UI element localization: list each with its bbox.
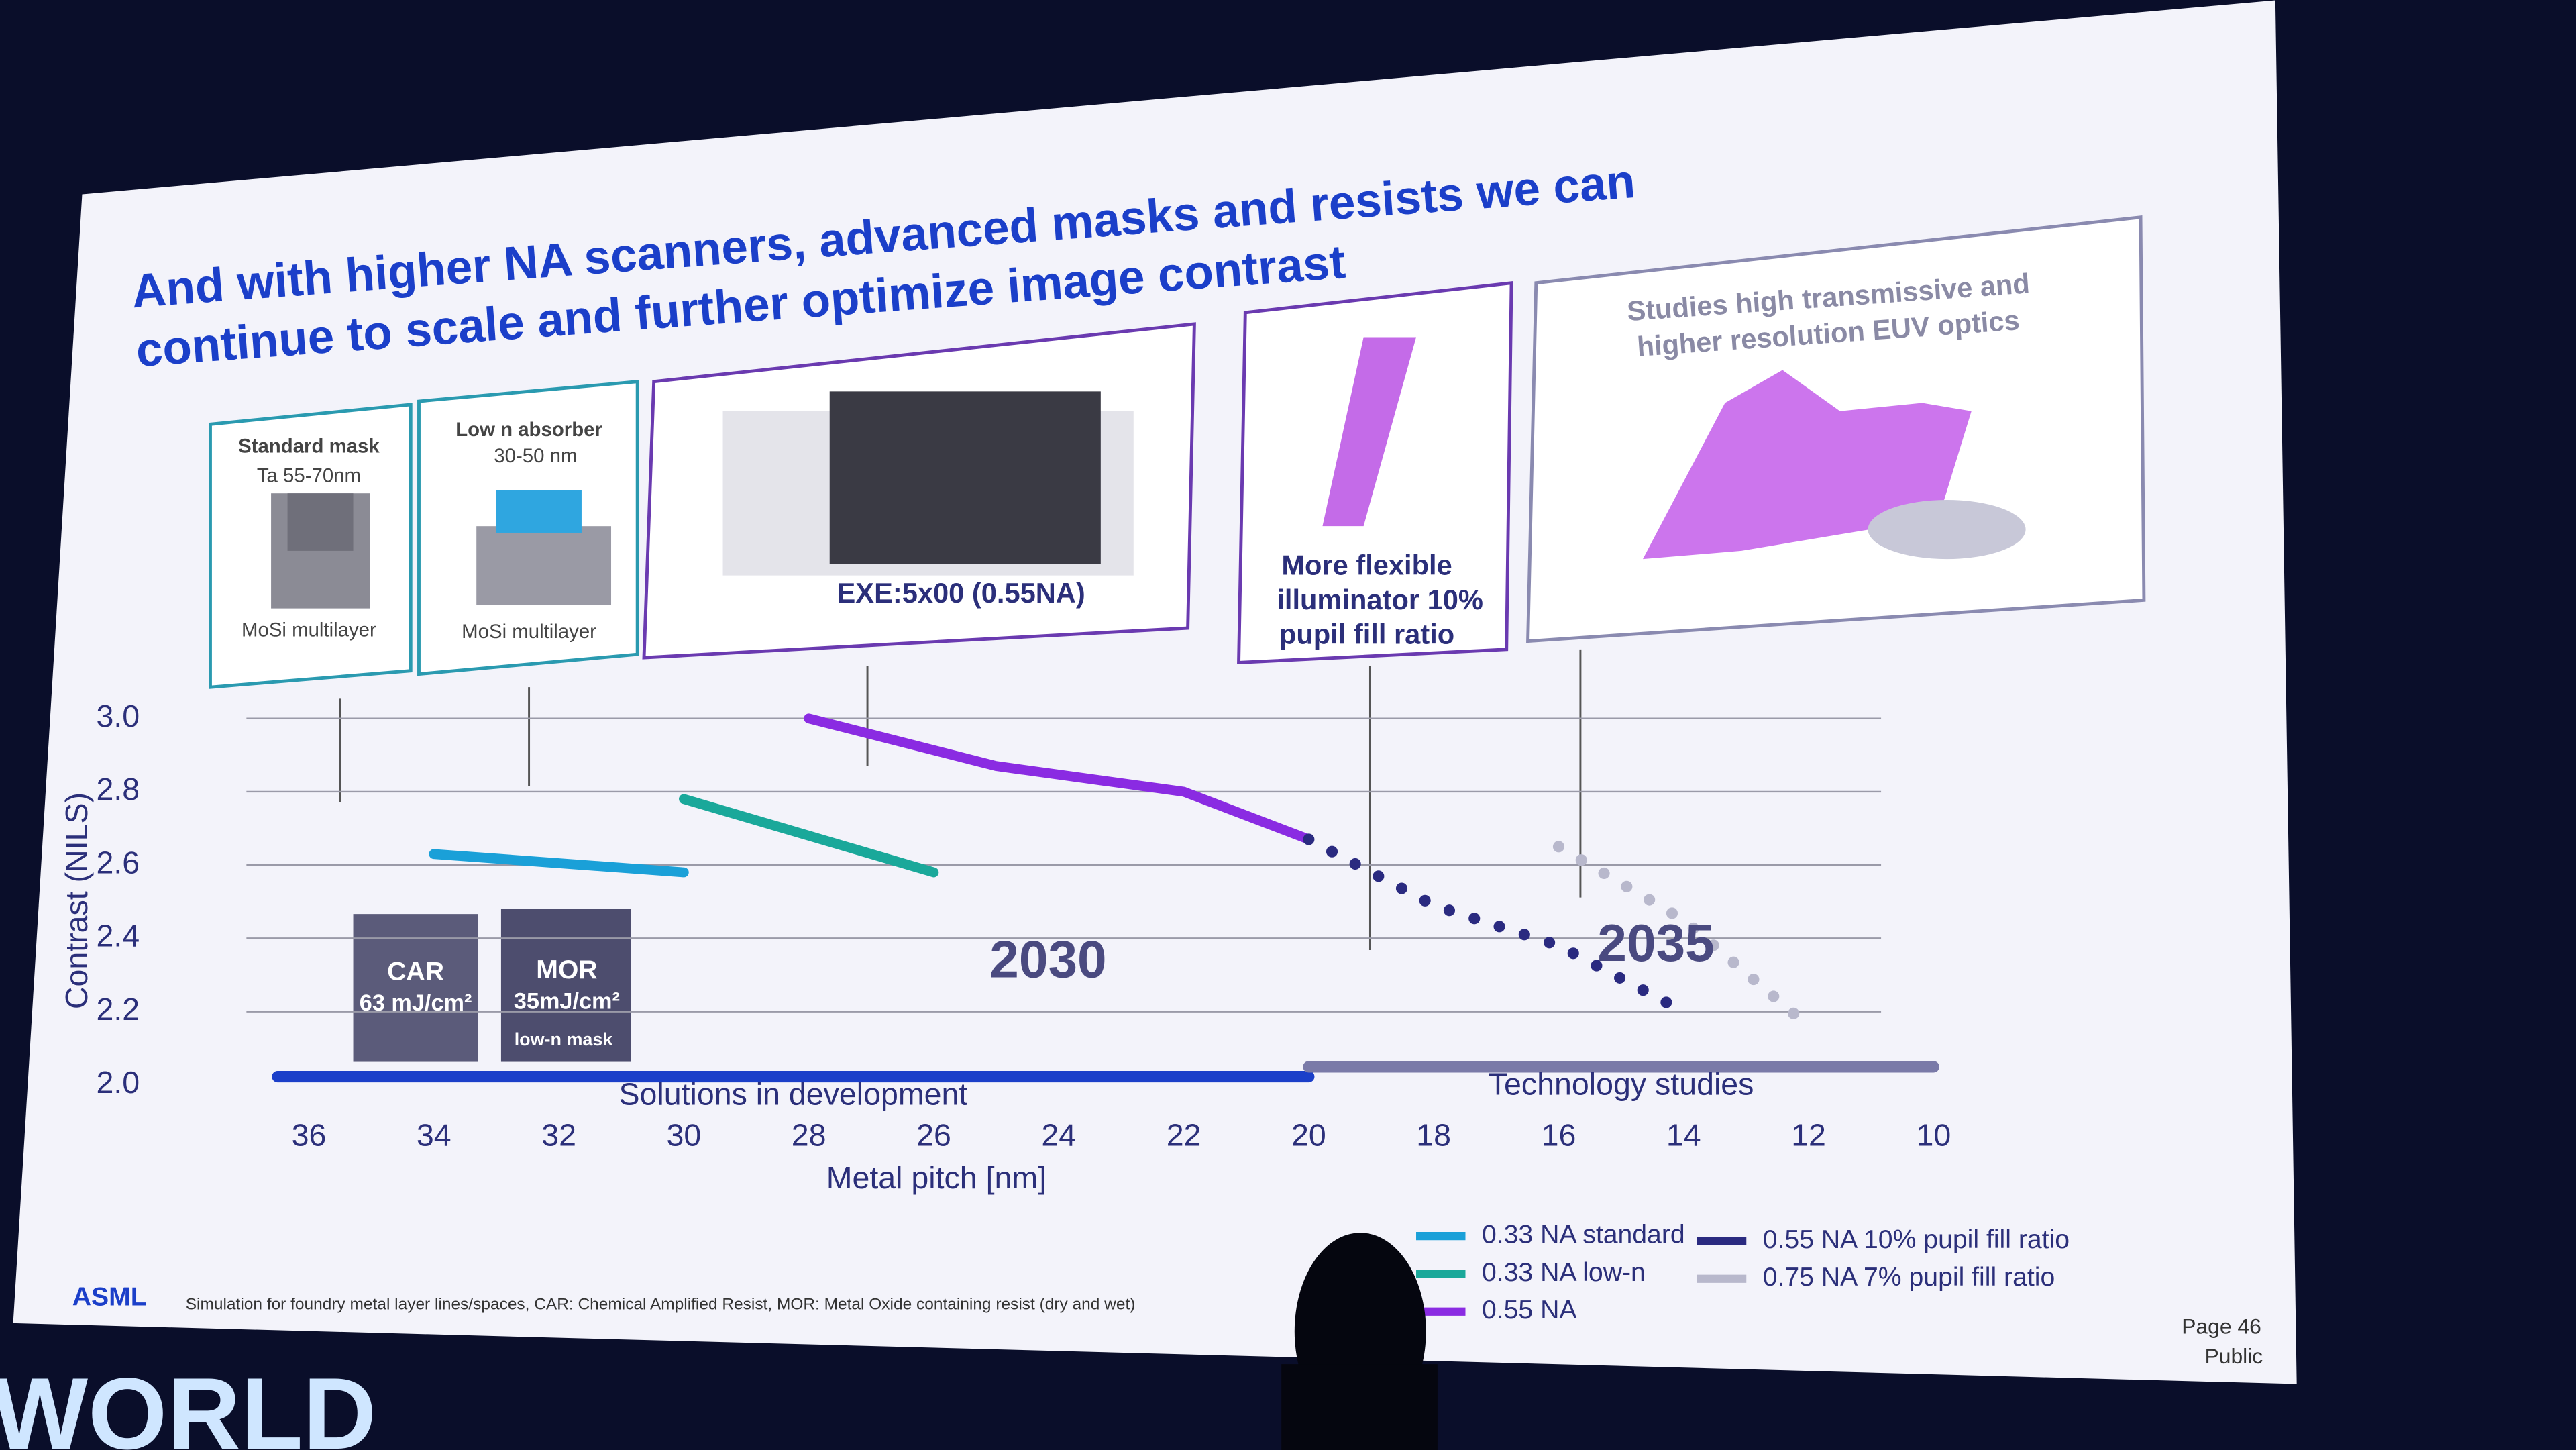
logo: ASML	[72, 1283, 147, 1312]
legend-label: 0.75 NA 7% pupil fill ratio	[1763, 1263, 2055, 1292]
panel-footer: MoSi multilayer	[462, 621, 596, 643]
x-tick-label: 36	[292, 1117, 327, 1152]
y-axis-label: Contrast (NILS)	[59, 792, 94, 1009]
legend-label: 0.33 NA standard	[1482, 1220, 1685, 1249]
panel-caption: pupil fill ratio	[1279, 618, 1454, 650]
x-tick-label: 28	[792, 1117, 826, 1152]
machine-interior	[829, 391, 1101, 564]
page-number: Page 46	[2182, 1314, 2261, 1339]
x-axis-label: Metal pitch [nm]	[826, 1160, 1046, 1195]
x-tick-label: 18	[1416, 1117, 1451, 1152]
footnote: Simulation for foundry metal layer lines…	[186, 1295, 1136, 1313]
panel-title: Low n absorber	[455, 419, 602, 441]
legend-label: 0.55 NA	[1482, 1296, 1577, 1325]
milestone: 2035	[1597, 913, 1714, 972]
y-tick-label: 2.2	[96, 992, 140, 1027]
x-tick-label: 30	[667, 1117, 702, 1152]
illuminator	[1322, 337, 1417, 527]
resist-note: low-n mask	[515, 1029, 613, 1049]
absorber	[496, 490, 582, 533]
panel-title: Standard mask	[238, 435, 380, 457]
resist-dose: 35mJ/cm²	[514, 988, 620, 1014]
x-tick-label: 14	[1666, 1117, 1701, 1152]
absorber	[287, 493, 354, 551]
panel-caption: EXE:5x00 (0.55NA)	[837, 577, 1085, 609]
chart: 2.0 2.2 2.4 2.6 2.8 3.0 36 34 32 30 28 26 24 22 20 18 16…	[59, 698, 2070, 1325]
resist-box	[500, 909, 631, 1062]
panel-subtitle: Ta 55-70nm	[257, 464, 361, 486]
y-tick-label: 2.4	[96, 919, 140, 953]
x-tick-label: 26	[916, 1117, 951, 1152]
phase-label: Solutions in development	[619, 1076, 968, 1111]
y-tick-label: 2.8	[96, 772, 140, 807]
x-tick-label: 32	[541, 1117, 576, 1152]
x-tick-label: 34	[417, 1117, 451, 1152]
y-tick-label: 2.6	[96, 845, 140, 880]
classification: Public	[2205, 1344, 2263, 1368]
panel-caption: More flexible	[1281, 549, 1452, 580]
legend-label: 0.55 NA 10% pupil fill ratio	[1763, 1225, 2070, 1254]
panel-subtitle: 30-50 nm	[494, 445, 577, 467]
panel-footer: MoSi multilayer	[241, 619, 376, 641]
series-line	[1552, 841, 1815, 1033]
mask-stack	[476, 526, 612, 605]
x-tick-label: 16	[1542, 1117, 1576, 1152]
x-tick-label: 12	[1791, 1117, 1826, 1152]
audience-silhouette	[1281, 1364, 1438, 1450]
resist-box	[353, 914, 478, 1062]
series-line	[429, 849, 689, 878]
y-tick-label: 3.0	[96, 698, 140, 733]
x-tick-label: 10	[1916, 1117, 1951, 1152]
x-tick-label: 22	[1167, 1117, 1201, 1152]
series-line	[1303, 833, 1690, 1018]
panel-caption: illuminator 10%	[1277, 584, 1483, 615]
milestone: 2030	[989, 929, 1106, 988]
series-line	[679, 794, 939, 878]
resist-name: MOR	[536, 955, 597, 984]
legend-label: 0.33 NA low-n	[1482, 1258, 1646, 1287]
x-tick-label: 20	[1291, 1117, 1326, 1152]
y-tick-label: 2.0	[96, 1065, 140, 1100]
phase-label: Technology studies	[1489, 1067, 1754, 1102]
series-line	[804, 713, 1314, 845]
stage-sign: WORLD	[0, 1357, 376, 1450]
mirror	[1868, 499, 2026, 560]
resist-name: CAR	[387, 957, 444, 986]
x-tick-label: 24	[1041, 1117, 1076, 1152]
